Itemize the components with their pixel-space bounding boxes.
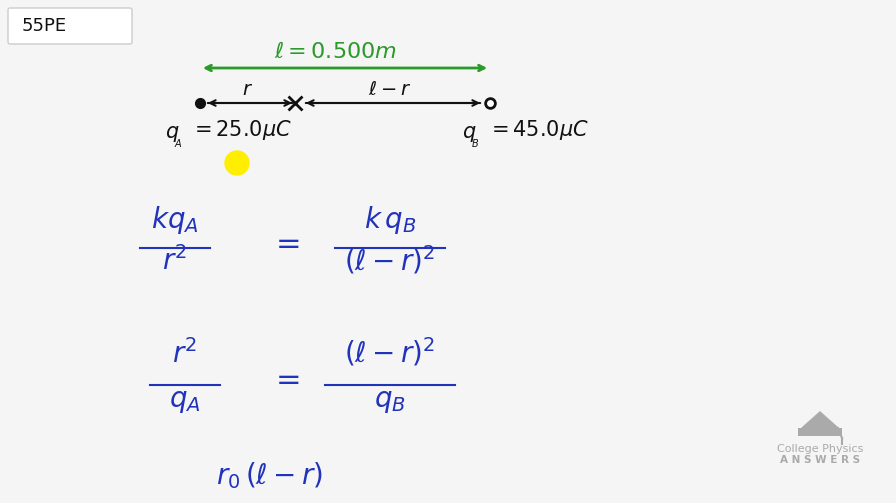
Text: $r^2$: $r^2$ bbox=[172, 339, 197, 369]
Text: $q$: $q$ bbox=[165, 124, 179, 144]
Text: A N S W E R S: A N S W E R S bbox=[780, 455, 860, 465]
Text: $(\ell - r)^2$: $(\ell - r)^2$ bbox=[344, 336, 435, 369]
Text: $k\, q_B$: $k\, q_B$ bbox=[364, 204, 416, 236]
Text: $_A$: $_A$ bbox=[174, 136, 183, 150]
Text: $q_B$: $q_B$ bbox=[375, 388, 406, 415]
Text: $\ell = 0.500m$: $\ell = 0.500m$ bbox=[273, 41, 396, 63]
Text: $= 45.0\mu C$: $= 45.0\mu C$ bbox=[487, 118, 589, 142]
Text: $r_0\,(\ell - r)$: $r_0\,(\ell - r)$ bbox=[217, 460, 323, 491]
Text: $r$: $r$ bbox=[243, 81, 254, 99]
Circle shape bbox=[225, 151, 249, 175]
Text: $=$: $=$ bbox=[270, 363, 300, 394]
Text: $(\ell - r)^2$: $(\ell - r)^2$ bbox=[344, 243, 435, 276]
Text: $q_A$: $q_A$ bbox=[169, 388, 201, 415]
Text: $=$: $=$ bbox=[270, 227, 300, 258]
Text: $kq_A$: $kq_A$ bbox=[151, 204, 199, 236]
FancyBboxPatch shape bbox=[798, 428, 842, 436]
Text: $= 25.0\mu C$: $= 25.0\mu C$ bbox=[190, 118, 292, 142]
Text: $r^2$: $r^2$ bbox=[162, 246, 187, 276]
Polygon shape bbox=[802, 412, 838, 428]
Text: $q$: $q$ bbox=[462, 124, 477, 144]
Text: 55PE: 55PE bbox=[22, 17, 67, 35]
Text: $\ell - r$: $\ell - r$ bbox=[368, 80, 411, 99]
Text: College Physics: College Physics bbox=[777, 444, 863, 454]
Text: $_B$: $_B$ bbox=[471, 136, 479, 150]
FancyBboxPatch shape bbox=[8, 8, 132, 44]
